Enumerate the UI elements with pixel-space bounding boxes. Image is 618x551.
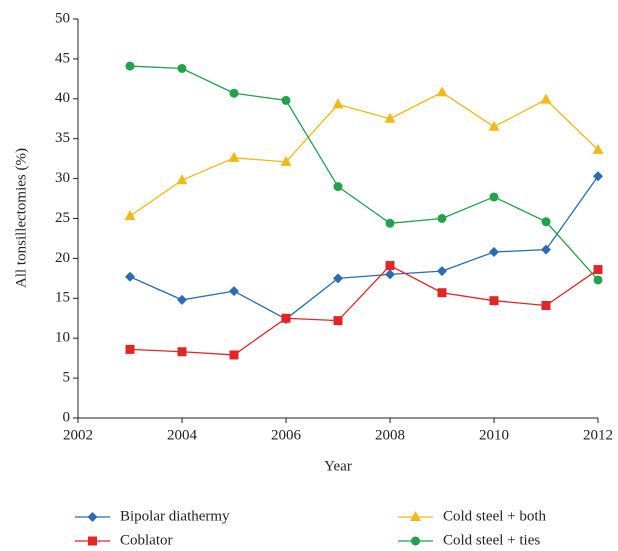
marker (281, 313, 291, 323)
marker (125, 271, 135, 282)
marker (177, 294, 187, 305)
marker (540, 93, 552, 104)
series-line (129, 175, 599, 320)
marker (177, 347, 187, 357)
y-tick-label: 30 (55, 170, 70, 186)
marker (385, 218, 395, 228)
marker (489, 247, 499, 258)
series-line (129, 91, 599, 217)
series-line (129, 65, 599, 281)
x-tick-label: 2002 (63, 427, 93, 443)
y-tick-label: 5 (63, 370, 71, 386)
marker (125, 344, 135, 354)
marker (593, 275, 603, 285)
x-tick-label: 2012 (583, 427, 613, 443)
x-tick-label: 2008 (375, 427, 405, 443)
marker (593, 171, 603, 182)
legend-label: Coblator (120, 532, 173, 548)
marker (437, 266, 447, 277)
marker (488, 120, 500, 131)
y-tick-label: 35 (55, 130, 70, 146)
x-tick-label: 2010 (479, 427, 509, 443)
marker (385, 269, 395, 280)
x-tick-label: 2004 (167, 427, 198, 443)
marker (333, 182, 343, 192)
legend-label: Bipolar diathermy (120, 508, 230, 524)
marker (280, 155, 292, 166)
marker (410, 511, 421, 521)
y-tick-label: 25 (55, 210, 70, 226)
marker (437, 288, 447, 298)
marker (176, 174, 188, 185)
marker (436, 86, 448, 97)
y-tick-label: 10 (55, 330, 70, 346)
marker (489, 192, 499, 202)
marker (87, 512, 98, 522)
marker (411, 536, 420, 546)
y-tick-label: 50 (55, 10, 70, 26)
marker (541, 244, 551, 255)
marker (177, 63, 187, 73)
marker (88, 536, 97, 546)
marker (229, 286, 239, 297)
marker (384, 112, 396, 123)
marker (125, 61, 135, 71)
y-axis-label: All tonsillectomies (%) (13, 148, 29, 288)
marker (541, 217, 551, 227)
marker (332, 98, 344, 109)
marker (281, 95, 291, 105)
marker (228, 151, 240, 162)
y-tick-label: 0 (63, 409, 71, 425)
series-line (129, 264, 599, 356)
marker (385, 261, 395, 271)
marker (333, 316, 343, 326)
marker (593, 265, 603, 275)
marker (541, 300, 551, 310)
y-tick-label: 40 (55, 90, 70, 106)
marker (124, 210, 136, 221)
y-tick-label: 20 (55, 250, 70, 266)
marker (229, 88, 239, 98)
marker (437, 214, 447, 223)
legend-label: Cold steel + both (443, 508, 547, 524)
legend-label: Cold steel + ties (443, 532, 540, 548)
marker (592, 143, 604, 154)
marker (229, 350, 239, 360)
x-tick-label: 2006 (271, 427, 302, 443)
y-tick-label: 45 (55, 50, 70, 66)
y-tick-label: 15 (55, 290, 70, 306)
marker (333, 273, 343, 284)
x-axis-label: Year (324, 458, 352, 474)
marker (489, 296, 499, 306)
